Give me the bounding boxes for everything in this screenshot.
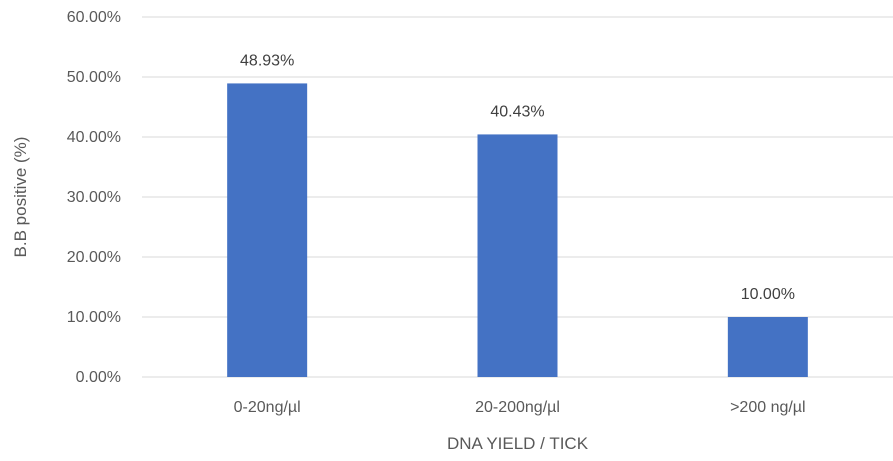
y-tick-label: 10.00% bbox=[67, 309, 121, 326]
data-label: 40.43% bbox=[490, 103, 544, 120]
data-label: 48.93% bbox=[240, 52, 294, 69]
y-tick-label: 40.00% bbox=[67, 129, 121, 146]
y-tick-label: 20.00% bbox=[67, 249, 121, 266]
bar bbox=[227, 83, 308, 378]
x-tick-label: 0-20ng/µl bbox=[234, 399, 301, 416]
bar bbox=[727, 317, 808, 377]
x-tick-label: 20-200ng/µl bbox=[475, 399, 560, 416]
data-labels: 48.93% 40.43% 10.00% bbox=[240, 52, 795, 303]
y-tick-label: 30.00% bbox=[67, 189, 121, 206]
y-tick-label: 50.00% bbox=[67, 69, 121, 86]
y-axis-ticks: 0.00% 10.00% 20.00% 30.00% 40.00% 50.00% 60.00… bbox=[67, 9, 121, 386]
y-axis-title: B.B positive (%) bbox=[11, 137, 30, 258]
x-axis-ticks: 0-20ng/µl 20-200ng/µl >200 ng/µl bbox=[234, 399, 806, 416]
x-tick-label: >200 ng/µl bbox=[730, 399, 806, 416]
x-axis-title: DNA YIELD / TICK bbox=[447, 434, 589, 453]
y-tick-label: 0.00% bbox=[76, 369, 121, 386]
data-label: 10.00% bbox=[741, 286, 795, 303]
bar bbox=[477, 134, 558, 377]
bars bbox=[227, 83, 808, 378]
y-tick-label: 60.00% bbox=[67, 9, 121, 26]
